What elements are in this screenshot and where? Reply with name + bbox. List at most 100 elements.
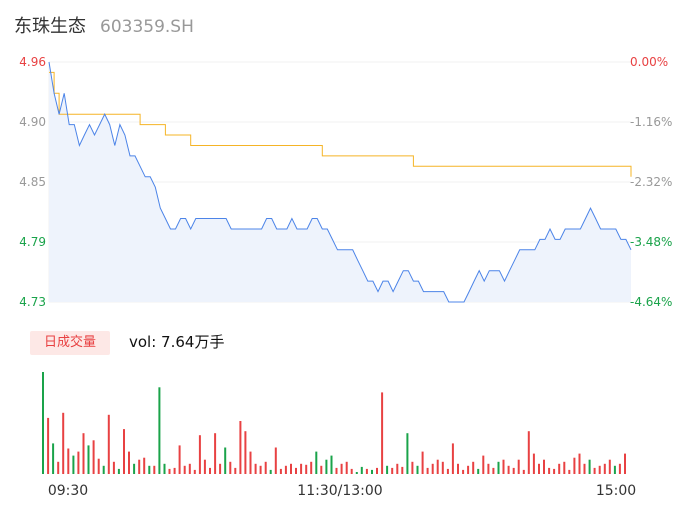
volume-bar	[538, 463, 540, 474]
time-tick-label: 09:30	[48, 483, 88, 499]
percent-tick-label: -3.48%	[630, 235, 672, 249]
price-tick-label: 4.85	[19, 175, 46, 189]
volume-bar	[284, 465, 287, 474]
volume-bar	[198, 435, 201, 474]
volume-bar	[401, 466, 404, 474]
volume-bar	[482, 455, 485, 474]
volume-bar	[411, 461, 414, 474]
price-line	[48, 61, 632, 303]
volume-bar	[553, 468, 556, 474]
volume-bar	[396, 463, 399, 474]
volume-bar	[371, 469, 373, 474]
volume-bar	[578, 453, 581, 474]
volume-bar	[477, 468, 480, 474]
volume-bar	[406, 433, 409, 474]
volume-bar	[512, 467, 515, 474]
volume-bar	[102, 465, 105, 474]
volume-bar	[532, 453, 535, 474]
percent-tick-label: 0.00%	[630, 55, 668, 69]
volume-bar	[507, 465, 510, 474]
volume-bar	[457, 463, 459, 474]
time-tick-label: 15:00	[596, 483, 636, 499]
volume-bar	[123, 429, 125, 474]
volume-bar	[57, 461, 60, 474]
volume-bar	[77, 451, 80, 474]
volume-bar	[497, 461, 500, 474]
volume-bar	[67, 448, 70, 474]
volume-bar	[148, 465, 151, 474]
stock-header: 东珠生态 603359.SH	[14, 12, 194, 40]
volume-bar	[462, 469, 465, 474]
volume-bar	[153, 465, 156, 474]
volume-bar	[598, 465, 601, 474]
volume-bar	[117, 468, 120, 474]
volume-bar	[244, 431, 247, 474]
volume-bar	[264, 461, 267, 474]
volume-bar	[376, 467, 378, 474]
volume-bar	[381, 392, 384, 474]
volume-bar	[613, 465, 616, 474]
volume-bar	[305, 464, 308, 474]
volume-bar	[618, 463, 621, 474]
volume-bar	[603, 463, 606, 474]
time-tick-label: 11:30/13:00	[297, 483, 382, 499]
volume-bar	[421, 451, 424, 474]
volume-bar	[325, 459, 328, 474]
volume-bar	[87, 445, 90, 474]
volume-bar	[92, 440, 95, 474]
volume-bar	[441, 461, 444, 474]
time-axis-labels: 09:30 11:30/13:00 15:00	[48, 483, 636, 499]
volume-bar	[426, 467, 429, 474]
volume-bar	[548, 467, 551, 474]
volume-bar	[269, 469, 272, 474]
volume-bar	[112, 461, 115, 474]
volume-bar	[446, 468, 449, 474]
volume-bar	[492, 467, 495, 474]
volume-bar	[254, 463, 257, 474]
volume-bar	[558, 463, 561, 474]
volume-bars	[42, 372, 626, 474]
volume-bar	[249, 451, 252, 474]
volume-bar	[431, 463, 434, 474]
volume-bar	[290, 463, 292, 474]
volume-tab-badge[interactable]: 日成交量	[30, 331, 110, 355]
volume-bar	[522, 469, 525, 474]
volume-bar	[416, 465, 419, 474]
volume-bar	[593, 467, 596, 474]
volume-bar	[203, 459, 206, 474]
price-tick-label: 4.73	[19, 295, 46, 309]
stock-code: 603359.SH	[100, 17, 194, 37]
volume-bar	[229, 461, 232, 474]
volume-bar	[178, 445, 181, 474]
volume-bar	[295, 467, 297, 474]
volume-bar	[543, 459, 545, 474]
volume-bar	[107, 414, 110, 474]
percent-tick-label: -4.64%	[630, 295, 672, 309]
volume-bar	[487, 463, 490, 474]
percent-tick-label: -2.32%	[630, 175, 672, 189]
volume-bar	[391, 467, 394, 474]
volume-bar	[183, 465, 186, 474]
volume-bar	[355, 472, 358, 474]
price-tick-label: 4.90	[19, 115, 46, 129]
price-tick-label: 4.79	[19, 235, 46, 249]
volume-bar	[568, 469, 571, 474]
volume-bar	[350, 468, 353, 474]
volume-bar	[563, 461, 566, 474]
volume-bar	[219, 463, 222, 474]
volume-bar	[234, 467, 237, 474]
volume-bar	[143, 457, 146, 474]
volume-bar	[608, 459, 611, 474]
volume-summary: vol: 7.64万手	[129, 333, 225, 351]
volume-bar	[527, 431, 530, 474]
volume-bar	[335, 467, 338, 474]
volume-bar	[360, 466, 363, 474]
volume-bar	[173, 467, 176, 474]
volume-bar	[259, 465, 262, 474]
volume-bar	[624, 453, 626, 474]
volume-bar	[588, 459, 591, 474]
volume-bar	[365, 468, 368, 474]
volume-bar	[502, 459, 505, 474]
volume-bar	[451, 443, 454, 474]
